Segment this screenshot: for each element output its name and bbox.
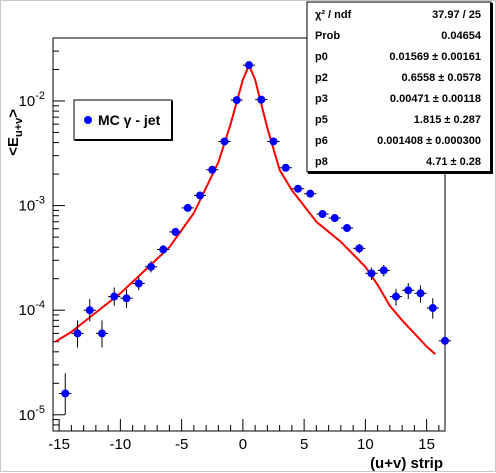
data-point <box>85 306 94 315</box>
data-point <box>110 292 119 301</box>
data-point <box>171 227 180 236</box>
data-point <box>147 262 155 271</box>
stats-label: χ² / ndf <box>315 9 352 21</box>
data-point <box>294 184 302 193</box>
data-point <box>306 189 315 198</box>
stats-value: 0.01569 ± 0.00161 <box>389 51 481 63</box>
data-point <box>318 210 327 219</box>
data-point <box>355 244 364 253</box>
data-point <box>379 266 388 275</box>
stats-value: 4.71 ± 0.28 <box>426 156 481 168</box>
data-point <box>257 95 266 104</box>
y-tick-label: 10-2 <box>19 90 45 110</box>
legend-box <box>73 99 173 141</box>
x-tick-label: 0 <box>239 436 247 453</box>
data-point <box>122 294 131 303</box>
data-point <box>245 61 253 70</box>
data-point <box>281 163 290 172</box>
data-point <box>183 203 192 212</box>
data-point <box>159 245 168 254</box>
x-tick-label: 15 <box>418 436 435 453</box>
stats-value: 1.815 ± 0.287 <box>414 114 481 126</box>
x-tick-label: -5 <box>175 436 188 453</box>
data-point <box>208 165 217 174</box>
stats-label: p3 <box>315 93 328 105</box>
data-point <box>416 289 425 298</box>
stats-value: 0.00471 ± 0.00118 <box>390 93 481 105</box>
data-point <box>196 191 204 200</box>
data-point <box>134 279 143 288</box>
stats-shadow <box>308 171 493 174</box>
stats-value: 0.04654 <box>441 30 482 42</box>
data-point <box>343 224 351 233</box>
data-point <box>220 137 229 146</box>
y-tick-label: 10-5 <box>19 404 45 424</box>
x-tick-label: -15 <box>48 436 70 453</box>
legend-marker <box>84 116 92 124</box>
data-point <box>404 286 413 295</box>
y-tick-label: 10-3 <box>19 195 45 215</box>
data-point <box>392 292 400 301</box>
stats-value: 0.6558 ± 0.0578 <box>402 72 481 84</box>
legend-shadow <box>75 139 173 141</box>
data-point <box>232 96 241 105</box>
stats-label: p6 <box>315 135 328 147</box>
data-point <box>428 303 437 312</box>
stats-label: p5 <box>315 114 328 126</box>
stats-value: 0.001408 ± 0.000300 <box>377 135 481 147</box>
data-point <box>61 389 70 398</box>
data-point <box>441 336 449 345</box>
legend-label: MC γ - jet <box>98 112 161 128</box>
data-point <box>269 137 278 146</box>
data-point <box>330 214 339 223</box>
data-point <box>98 329 106 338</box>
stats-box: χ² / ndf 37.97 / 25 Prob 0.04654 p0 0.01569 ±… <box>306 1 493 174</box>
x-tick-label: 5 <box>300 436 308 453</box>
stats-label: p2 <box>315 72 328 84</box>
legend: MC γ - jet <box>73 99 173 141</box>
y-tick-label: 10-4 <box>19 299 45 319</box>
fit-curve <box>54 64 436 355</box>
stats-label: p0 <box>315 51 328 63</box>
x-tick-label: 10 <box>357 436 374 453</box>
stats-value: 37.97 / 25 <box>432 9 481 21</box>
x-axis-title: (u+v) strip <box>370 455 443 472</box>
stats-shadow <box>490 3 493 174</box>
stats-frame <box>306 1 492 173</box>
legend-shadow <box>171 101 173 141</box>
data-point <box>73 329 82 338</box>
stats-label: p8 <box>315 156 328 168</box>
data-point <box>367 269 376 278</box>
x-tick-label: -10 <box>110 436 132 453</box>
stats-label: Prob <box>315 30 340 42</box>
y-axis-title: <Eu+v> <box>5 109 25 156</box>
